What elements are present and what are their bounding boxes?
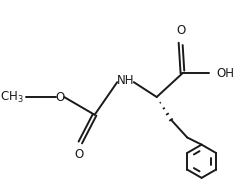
Text: O: O	[74, 148, 83, 161]
Text: O: O	[175, 24, 184, 37]
Text: CH$_3$: CH$_3$	[0, 89, 23, 105]
Text: O: O	[56, 90, 64, 104]
Text: OH: OH	[215, 67, 233, 80]
Text: NH: NH	[116, 74, 134, 87]
